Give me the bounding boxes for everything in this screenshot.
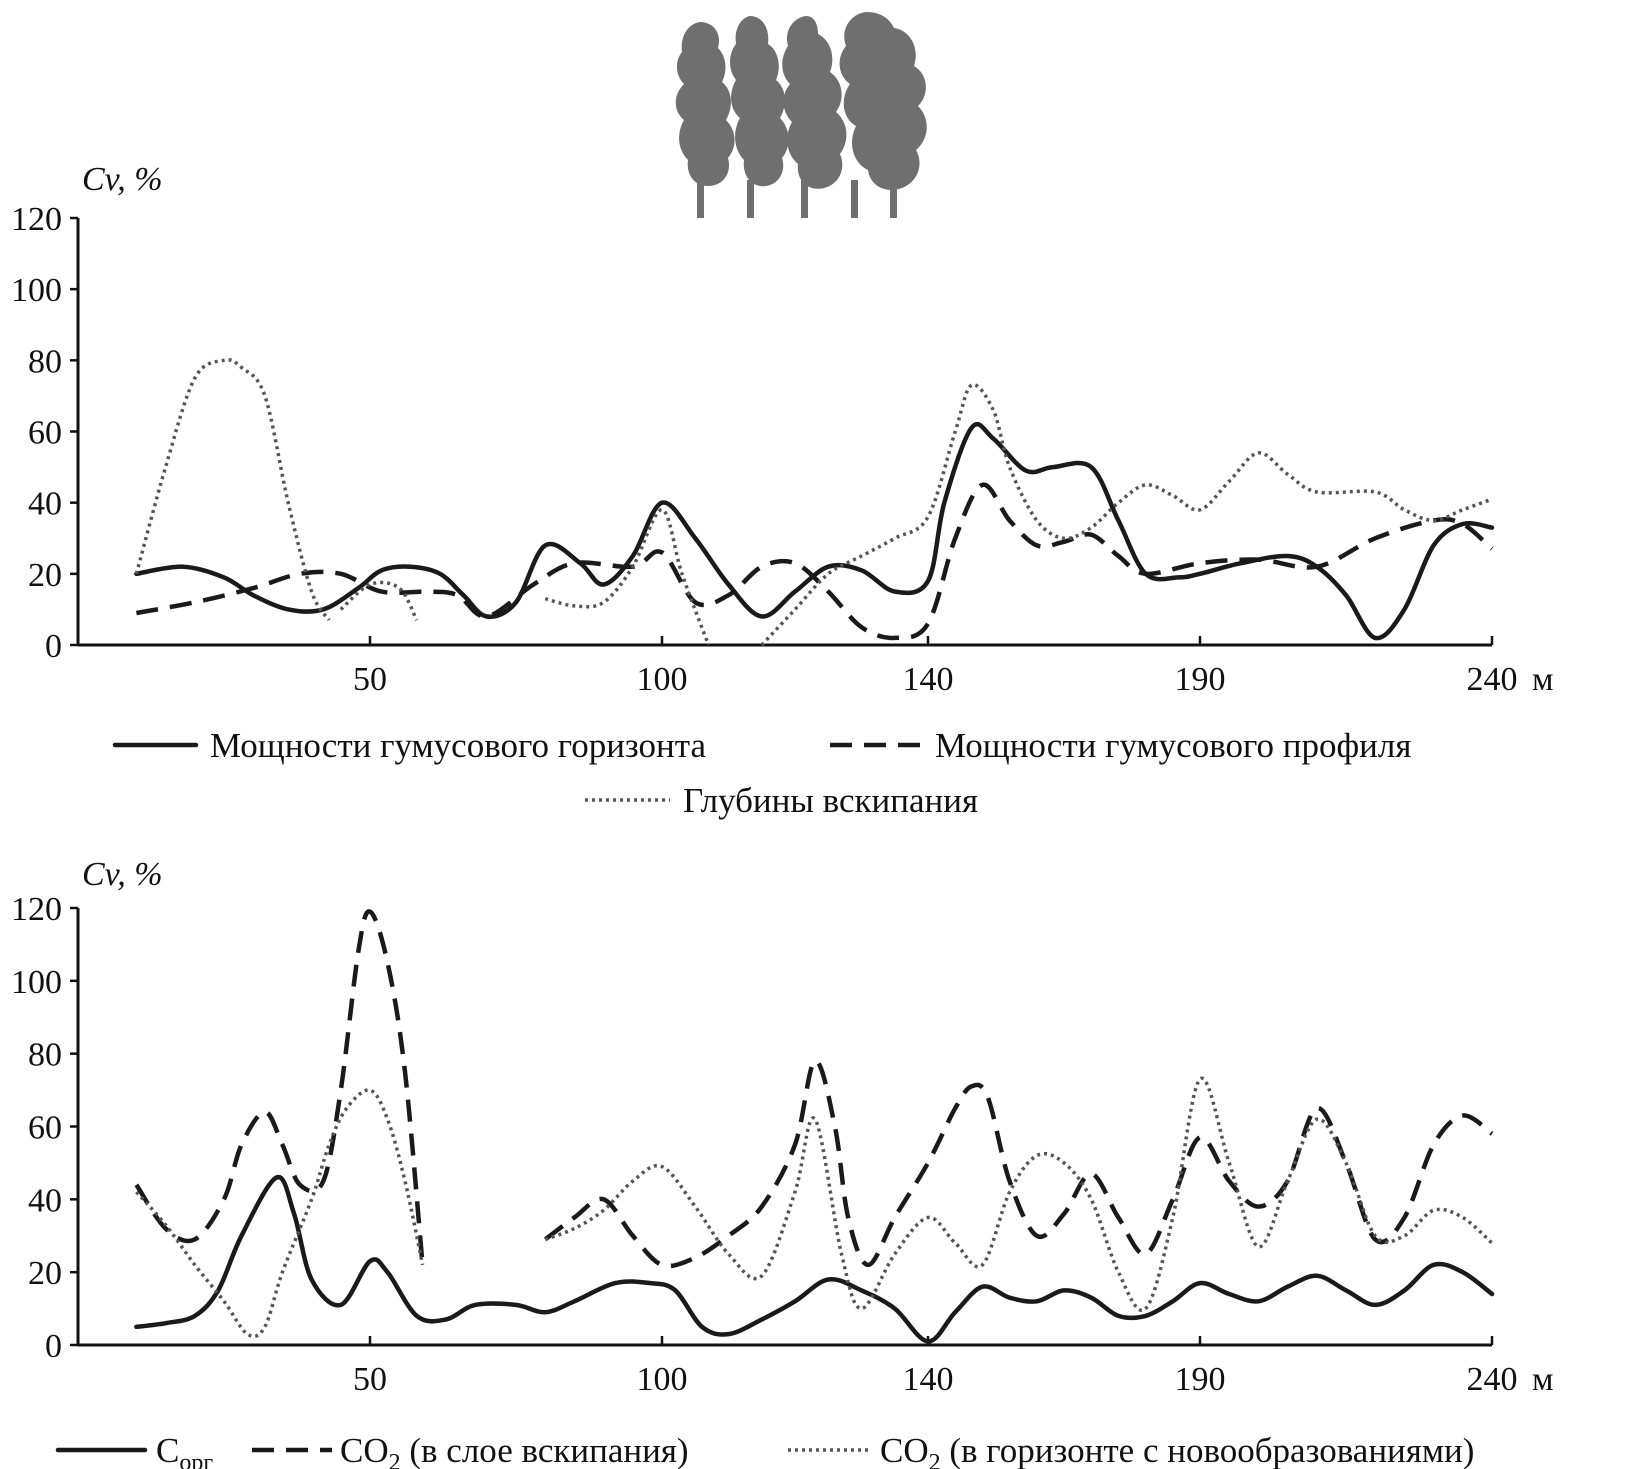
axes: 0 20 40 60 80 100 120 50 100 140 190 240 м <box>11 891 1554 1398</box>
x-tick-label: 50 <box>353 661 387 698</box>
chart-2: Cv, % 0 20 40 60 80 100 120 50 100 140 190 240 м Cор… <box>11 856 1554 1469</box>
y-tick-label: 60 <box>28 1110 62 1147</box>
tree-icon <box>675 12 927 218</box>
series-line-solid <box>134 421 1495 641</box>
y-tick-label: 100 <box>11 964 62 1001</box>
y-tick-label: 120 <box>11 891 62 928</box>
series-line-dotted <box>760 382 1493 647</box>
legend-label-main: CO <box>340 1431 389 1469</box>
legend: Мощности гумусового горизонта Мощности г… <box>112 726 1411 820</box>
series-line-dotted <box>134 358 331 622</box>
x-unit-label: м <box>1532 661 1554 698</box>
axes: 0 20 40 60 80 100 120 50 100 140 190 240 м <box>11 201 1554 698</box>
legend-label-main: C <box>156 1431 179 1469</box>
x-tick-label: 190 <box>1175 661 1226 698</box>
legend-label-suffix: (в слое вскипания) <box>401 1431 689 1469</box>
series-line-dashed <box>543 1058 1494 1269</box>
x-tick-label: 240 <box>1467 661 1518 698</box>
x-tick-label: 140 <box>903 661 954 698</box>
legend-label: Cорг <box>156 1431 213 1469</box>
chart-1: Cv, % 0 20 40 60 80 100 120 50 100 140 190 240 м Мощ… <box>11 161 1554 820</box>
y-tick-label: 0 <box>45 628 62 665</box>
y-axis-label: Cv, % <box>82 161 163 198</box>
plot-area <box>134 358 1495 647</box>
legend-label: CO2 (в слое вскипания) <box>340 1431 689 1469</box>
x-tick-label: 240 <box>1467 1361 1518 1398</box>
legend-label-sub: орг <box>179 1450 213 1469</box>
legend-label: Глубины вскипания <box>683 781 978 820</box>
series-line-solid <box>134 1175 1495 1344</box>
legend-label-main: CO <box>880 1431 929 1469</box>
series-line-dashed <box>134 909 425 1266</box>
series-line-dashed <box>135 482 1494 641</box>
y-tick-label: 100 <box>11 272 62 309</box>
x-tick-label: 100 <box>637 1361 688 1398</box>
x-tick-label: 140 <box>903 1361 954 1398</box>
series-line-dotted <box>135 1088 425 1339</box>
legend-label-sub: 2 <box>929 1450 941 1469</box>
x-unit-label: м <box>1532 1361 1554 1398</box>
y-tick-label: 120 <box>11 201 62 238</box>
legend-label-sub: 2 <box>389 1450 401 1469</box>
y-axis-label: Cv, % <box>82 856 163 893</box>
x-tick-label: 190 <box>1175 1361 1226 1398</box>
legend-label: Мощности гумусового профиля <box>935 726 1411 765</box>
y-tick-label: 60 <box>28 415 62 452</box>
x-tick-label: 100 <box>637 661 688 698</box>
legend-label: Мощности гумусового горизонта <box>210 726 706 765</box>
y-tick-label: 80 <box>28 343 62 380</box>
y-tick-label: 20 <box>28 1255 62 1292</box>
series-line-dotted <box>544 508 711 646</box>
legend-label: CO2 (в горизонте с новообразованиями) <box>880 1431 1474 1469</box>
series-line-dotted <box>544 1076 1494 1313</box>
x-tick-label: 50 <box>353 1361 387 1398</box>
y-tick-label: 40 <box>28 486 62 523</box>
y-tick-label: 80 <box>28 1037 62 1074</box>
series-line-dotted <box>339 580 419 621</box>
plot-area <box>134 909 1495 1344</box>
legend: Cорг CO2 (в слое вскипания) CO2 (в гориз… <box>55 1431 1474 1469</box>
y-tick-label: 40 <box>28 1182 62 1219</box>
y-tick-label: 20 <box>28 557 62 594</box>
legend-label-suffix: (в горизонте с новообразованиями) <box>941 1431 1475 1469</box>
y-tick-label: 0 <box>45 1328 62 1365</box>
